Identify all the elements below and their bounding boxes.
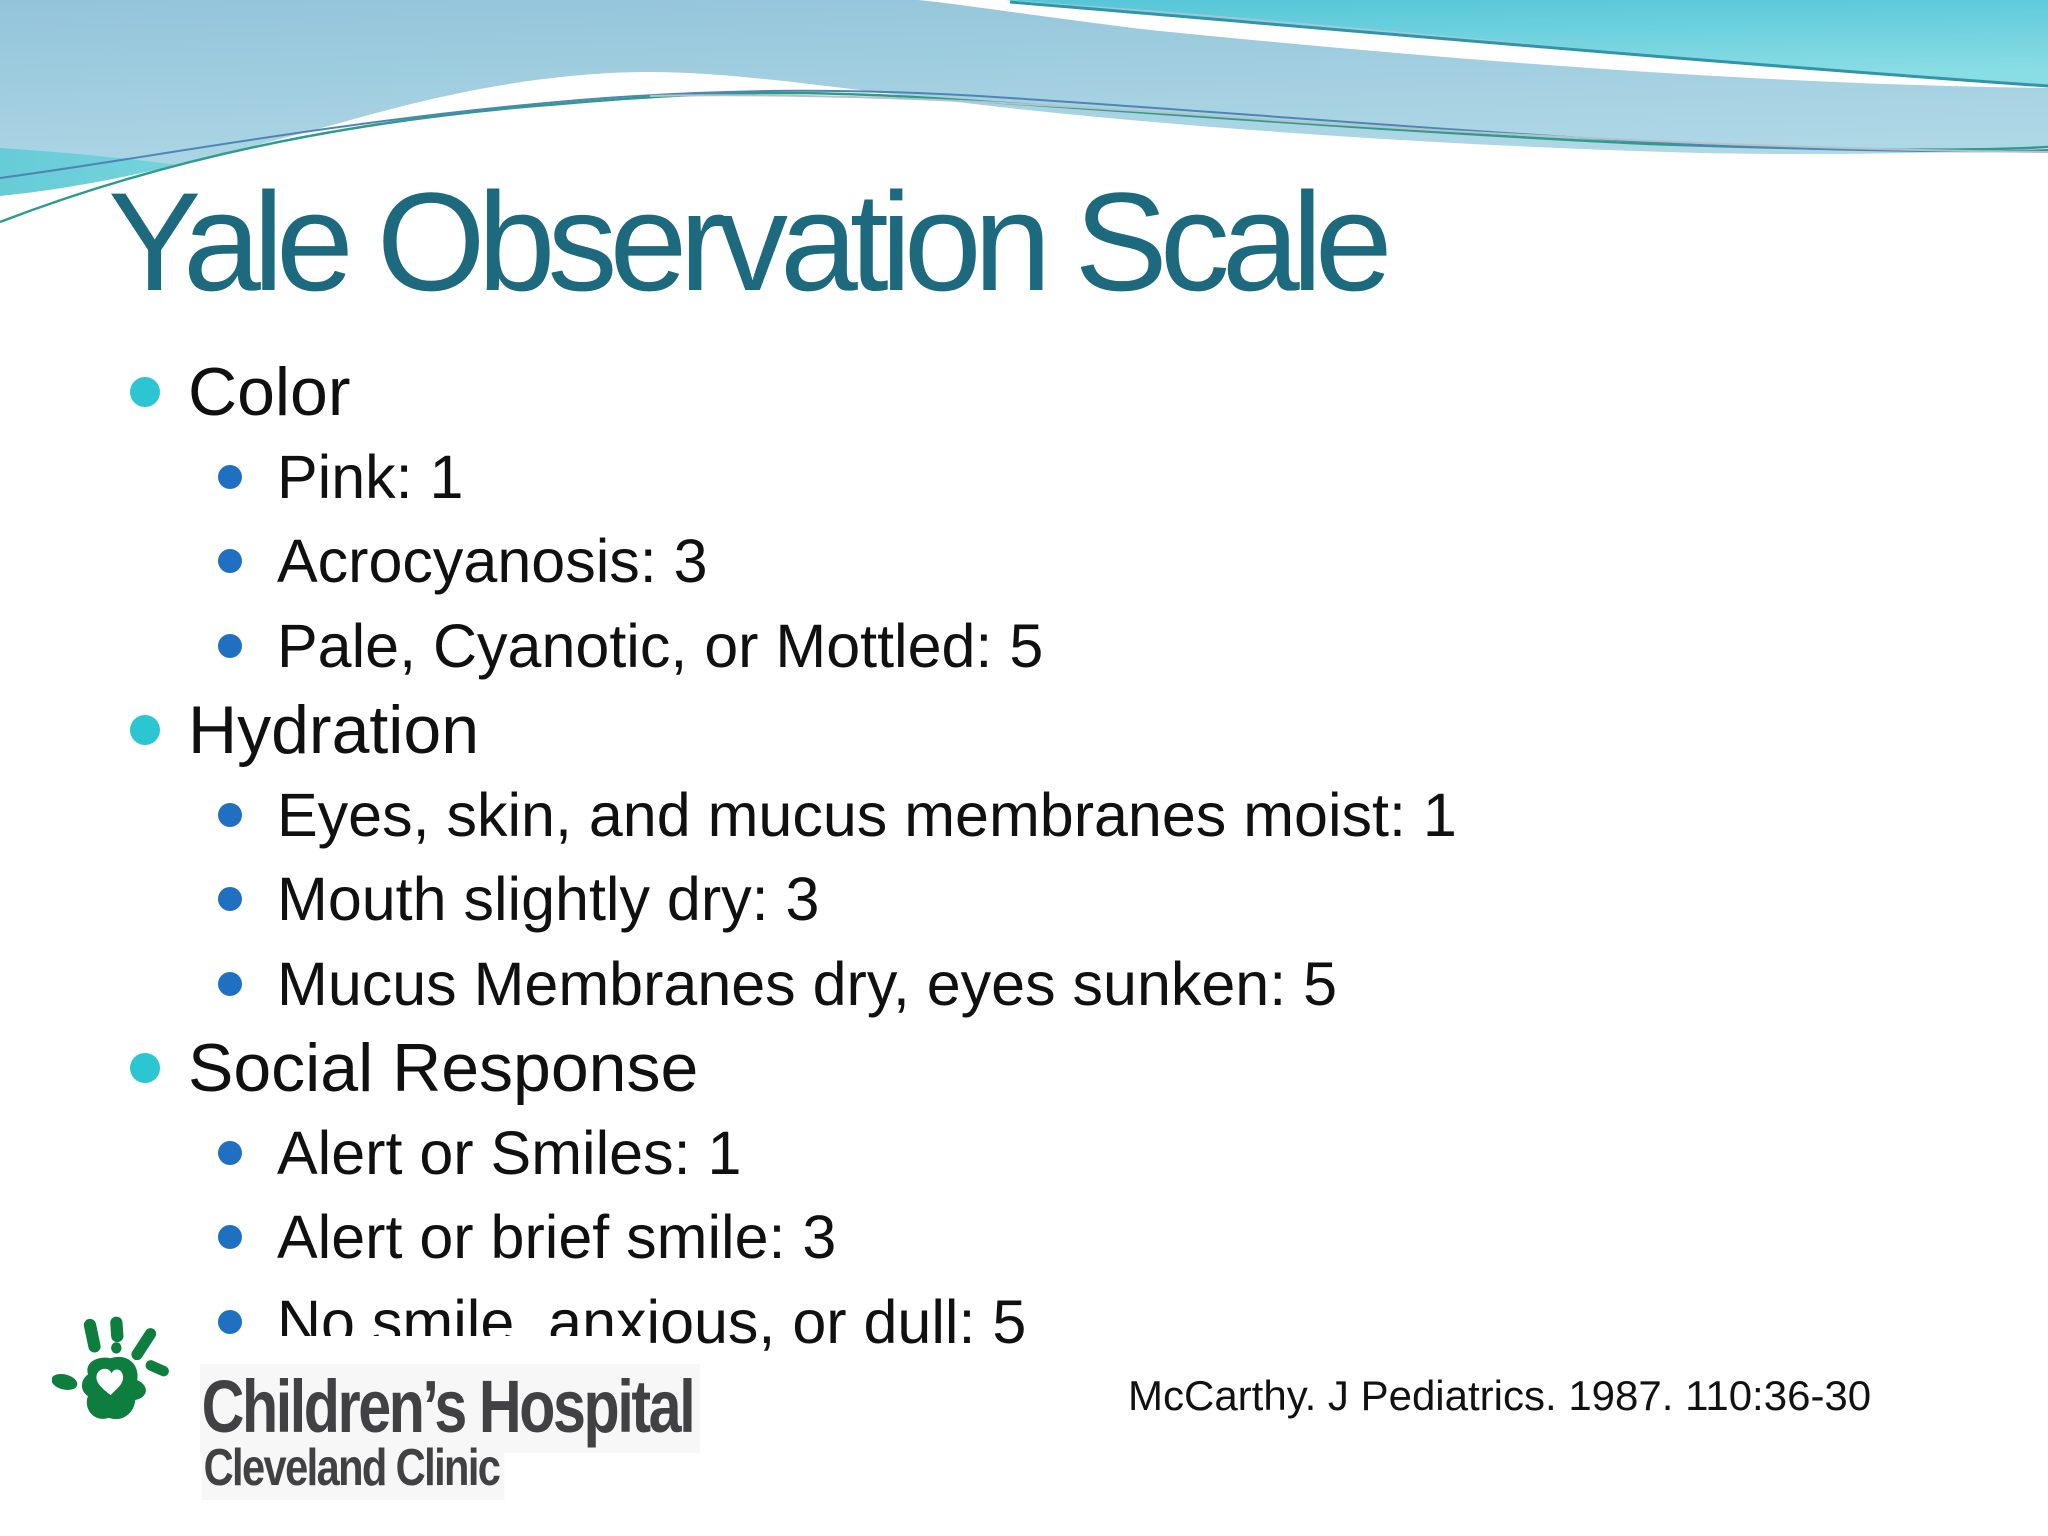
citation-text: McCarthy. J Pediatrics. 1987. 110:36-30 xyxy=(1128,1372,1872,1419)
bullet-icon xyxy=(218,971,242,996)
list-item: Hydration xyxy=(0,688,2048,773)
handprint-icon xyxy=(52,1316,169,1420)
list-item-text: Pale, Cyanotic, or Mottled: 5 xyxy=(277,611,1044,680)
list-item-text: Acrocyanosis: 3 xyxy=(277,527,708,596)
page-title: Yale Observation Scale xyxy=(108,163,1393,320)
list-item: Mouth slightly dry: 3 xyxy=(0,857,2048,942)
bullet-icon xyxy=(130,715,160,746)
bullet-icon xyxy=(218,1225,242,1250)
list-item: Color xyxy=(0,350,2048,435)
bullet-icon xyxy=(218,1309,242,1334)
list-item: Alert or brief smile: 3 xyxy=(0,1195,2048,1280)
list-item: Pale, Cyanotic, or Mottled: 5 xyxy=(0,604,2048,689)
list-item: Acrocyanosis: 3 xyxy=(0,519,2048,604)
system-name: Cleveland Clinic xyxy=(202,1438,505,1500)
list-item-text: Alert or brief smile: 3 xyxy=(277,1203,837,1272)
list-item: Pink: 1 xyxy=(0,435,2048,520)
logo-backdrop: Children’s Hospital Cleveland Clinic xyxy=(35,1316,700,1522)
bullet-icon xyxy=(218,633,242,658)
list-item-text: Hydration xyxy=(188,692,480,769)
header-wave-graphic xyxy=(0,0,2048,340)
bullet-list: Color Pink: 1 Acrocyanosis: 3 Pale, Cyan… xyxy=(0,350,2048,1364)
list-item-text: Mucus Membranes dry, eyes sunken: 5 xyxy=(277,949,1338,1018)
list-item-text: Social Response xyxy=(188,1030,699,1107)
list-item: Social Response xyxy=(0,1026,2048,1111)
bullet-icon xyxy=(130,1053,160,1084)
list-item: Mucus Membranes dry, eyes sunken: 5 xyxy=(0,942,2048,1027)
list-item-text: Pink: 1 xyxy=(277,442,464,511)
list-item-text: Eyes, skin, and mucus membranes moist: 1 xyxy=(277,780,1457,849)
list-item: Alert or Smiles: 1 xyxy=(0,1111,2048,1196)
list-item-text: Color xyxy=(188,354,351,431)
bullet-icon xyxy=(218,802,242,827)
list-item: Eyes, skin, and mucus membranes moist: 1 xyxy=(0,773,2048,858)
bullet-icon xyxy=(218,549,242,574)
bullet-icon xyxy=(218,1140,242,1165)
bullet-icon xyxy=(218,464,242,489)
bullet-icon xyxy=(218,887,242,912)
list-item-text: Alert or Smiles: 1 xyxy=(277,1118,742,1187)
list-item-text: Mouth slightly dry: 3 xyxy=(277,865,820,934)
bullet-icon xyxy=(130,377,160,408)
